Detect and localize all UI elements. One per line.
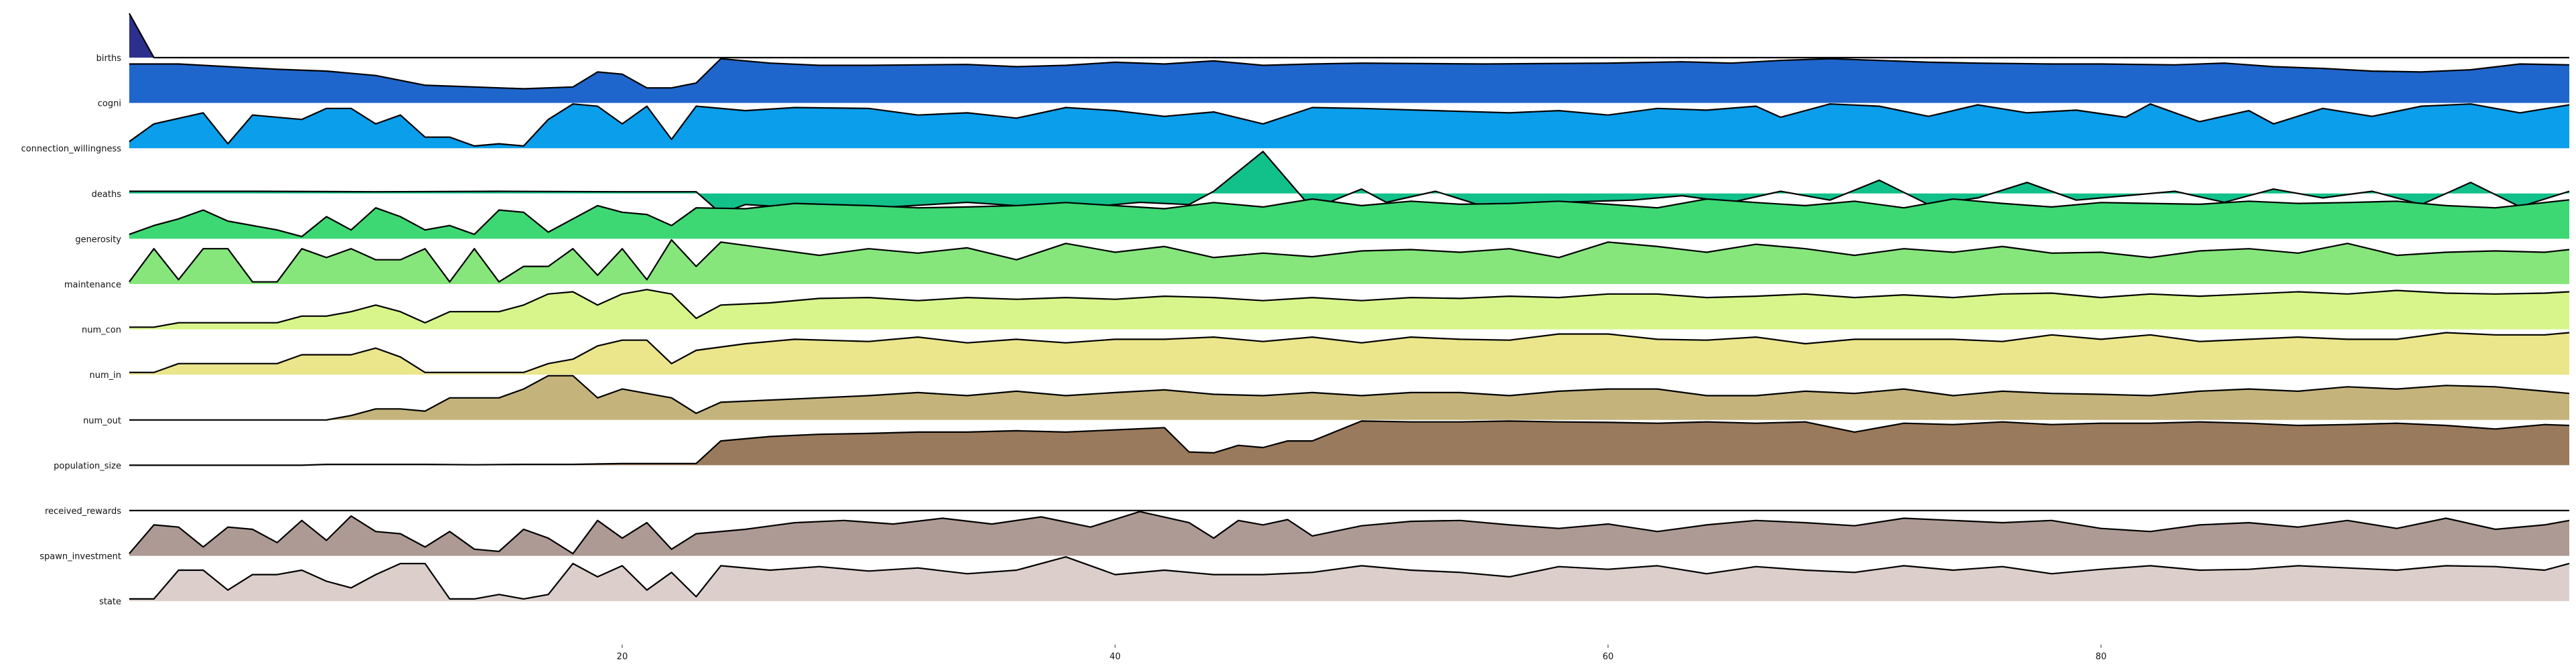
row-label-num-con: num_con — [82, 326, 121, 336]
row-label-spawn-investment: spawn_investment — [40, 552, 121, 562]
ridge-births: births — [96, 13, 2569, 64]
row-label-received-rewards: received_rewards — [45, 507, 121, 517]
line-num-con — [129, 289, 2570, 328]
row-label-maintenance: maintenance — [64, 280, 121, 290]
row-label-state: state — [99, 597, 121, 607]
x-axis: 20 40 60 80 — [617, 645, 2106, 662]
area-num-con — [129, 289, 2569, 330]
area-num-in — [129, 332, 2569, 375]
line-generosity — [129, 198, 2570, 238]
line-births — [129, 13, 2569, 59]
area-births — [129, 13, 2569, 58]
line-state — [129, 556, 2570, 600]
ridge-state: state — [99, 556, 2570, 607]
row-label-connection-willingness: connection_willingness — [21, 144, 122, 154]
line-spawn-investment — [129, 511, 2570, 555]
ridge-generosity: generosity — [75, 198, 2570, 245]
ridge-population-size: population_size — [54, 420, 2570, 471]
ridge-received-rewards: received_rewards — [45, 507, 2569, 517]
x-tick-label: 40 — [1110, 652, 1121, 662]
ridge-num-in: num_in — [90, 332, 2570, 381]
row-label-population-size: population_size — [54, 461, 121, 471]
line-maintenance — [129, 239, 2570, 283]
line-connection-willingness — [129, 103, 2570, 147]
line-population-size — [129, 420, 2570, 466]
x-tick-label: 80 — [2096, 652, 2107, 662]
row-label-generosity: generosity — [75, 234, 121, 245]
area-connection-willingness — [129, 104, 2569, 149]
area-maintenance — [129, 240, 2569, 284]
ridge-spawn-investment: spawn_investment — [40, 511, 2570, 562]
area-spawn-investment — [129, 511, 2569, 556]
row-label-num-out: num_out — [83, 416, 121, 426]
ridge-maintenance: maintenance — [64, 239, 2570, 290]
area-cogni — [129, 58, 2569, 103]
line-cogni — [129, 58, 2570, 90]
line-num-in — [129, 332, 2570, 374]
ridge-num-con: num_con — [82, 289, 2570, 336]
row-label-deaths: deaths — [92, 190, 122, 200]
row-label-cogni: cogni — [98, 99, 121, 109]
row-label-num-in: num_in — [90, 371, 122, 381]
area-population-size — [129, 421, 2569, 466]
ridge-cogni: cogni — [98, 58, 2570, 109]
ridge-connection-willingness: connection_willingness — [21, 103, 2570, 154]
ridge-num-out: num_out — [83, 375, 2570, 426]
x-tick-label: 60 — [1603, 652, 1614, 662]
x-tick-label: 20 — [617, 652, 628, 662]
area-num-out — [129, 375, 2569, 420]
area-deaths — [129, 151, 2569, 214]
row-label-births: births — [96, 54, 122, 64]
area-generosity — [129, 199, 2569, 239]
line-num-out — [129, 375, 2570, 421]
